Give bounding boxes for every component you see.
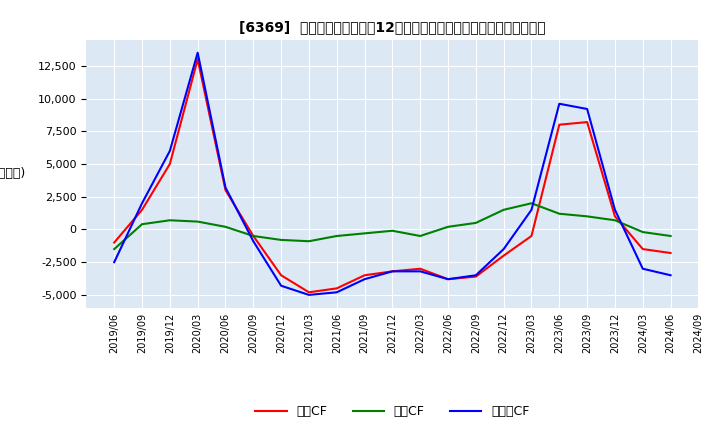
営業CF	[276, 273, 285, 278]
投資CF	[416, 233, 425, 238]
営業CF	[472, 274, 480, 279]
フリーCF	[555, 101, 564, 106]
営業CF	[666, 250, 675, 256]
投資CF	[249, 233, 258, 238]
営業CF	[388, 269, 397, 274]
フリーCF	[416, 269, 425, 274]
投資CF	[194, 219, 202, 224]
営業CF	[444, 277, 452, 282]
投資CF	[472, 220, 480, 226]
フリーCF	[194, 50, 202, 55]
投資CF	[611, 218, 619, 223]
投資CF	[360, 231, 369, 236]
フリーCF	[611, 207, 619, 213]
営業CF	[360, 273, 369, 278]
営業CF	[249, 233, 258, 238]
フリーCF	[166, 148, 174, 154]
投資CF	[110, 246, 119, 252]
営業CF	[639, 246, 647, 252]
フリーCF	[138, 201, 146, 206]
フリーCF	[305, 292, 313, 297]
営業CF	[500, 253, 508, 258]
フリーCF	[500, 246, 508, 252]
フリーCF	[666, 273, 675, 278]
営業CF	[611, 214, 619, 219]
投資CF	[388, 228, 397, 233]
営業CF	[582, 119, 591, 125]
投資CF	[444, 224, 452, 230]
フリーCF	[221, 185, 230, 190]
投資CF	[555, 211, 564, 216]
投資CF	[333, 233, 341, 238]
フリーCF	[110, 260, 119, 265]
フリーCF	[472, 273, 480, 278]
営業CF	[416, 266, 425, 271]
投資CF	[305, 238, 313, 244]
営業CF	[194, 57, 202, 62]
フリーCF	[639, 266, 647, 271]
Line: 投資CF: 投資CF	[114, 203, 670, 249]
フリーCF	[388, 269, 397, 274]
Line: 営業CF: 営業CF	[114, 59, 670, 292]
投資CF	[639, 229, 647, 235]
投資CF	[166, 218, 174, 223]
投資CF	[138, 222, 146, 227]
Title: [6369]  キャッシュフローの12か月移動合計の対前年同期増減額の推移: [6369] キャッシュフローの12か月移動合計の対前年同期増減額の推移	[239, 20, 546, 34]
営業CF	[138, 207, 146, 213]
Line: フリーCF: フリーCF	[114, 53, 670, 295]
Y-axis label: (百万円): (百万円)	[0, 167, 27, 180]
フリーCF	[276, 283, 285, 288]
投資CF	[666, 233, 675, 238]
Legend: 営業CF, 投資CF, フリーCF: 営業CF, 投資CF, フリーCF	[251, 400, 534, 423]
営業CF	[166, 161, 174, 167]
投資CF	[582, 214, 591, 219]
フリーCF	[249, 238, 258, 244]
フリーCF	[360, 277, 369, 282]
フリーCF	[527, 207, 536, 213]
営業CF	[110, 240, 119, 245]
投資CF	[221, 224, 230, 230]
フリーCF	[444, 277, 452, 282]
営業CF	[333, 286, 341, 291]
フリーCF	[582, 106, 591, 112]
営業CF	[555, 122, 564, 127]
営業CF	[221, 187, 230, 193]
投資CF	[527, 201, 536, 206]
投資CF	[276, 237, 285, 242]
投資CF	[500, 207, 508, 213]
フリーCF	[333, 290, 341, 295]
営業CF	[527, 233, 536, 238]
営業CF	[305, 290, 313, 295]
